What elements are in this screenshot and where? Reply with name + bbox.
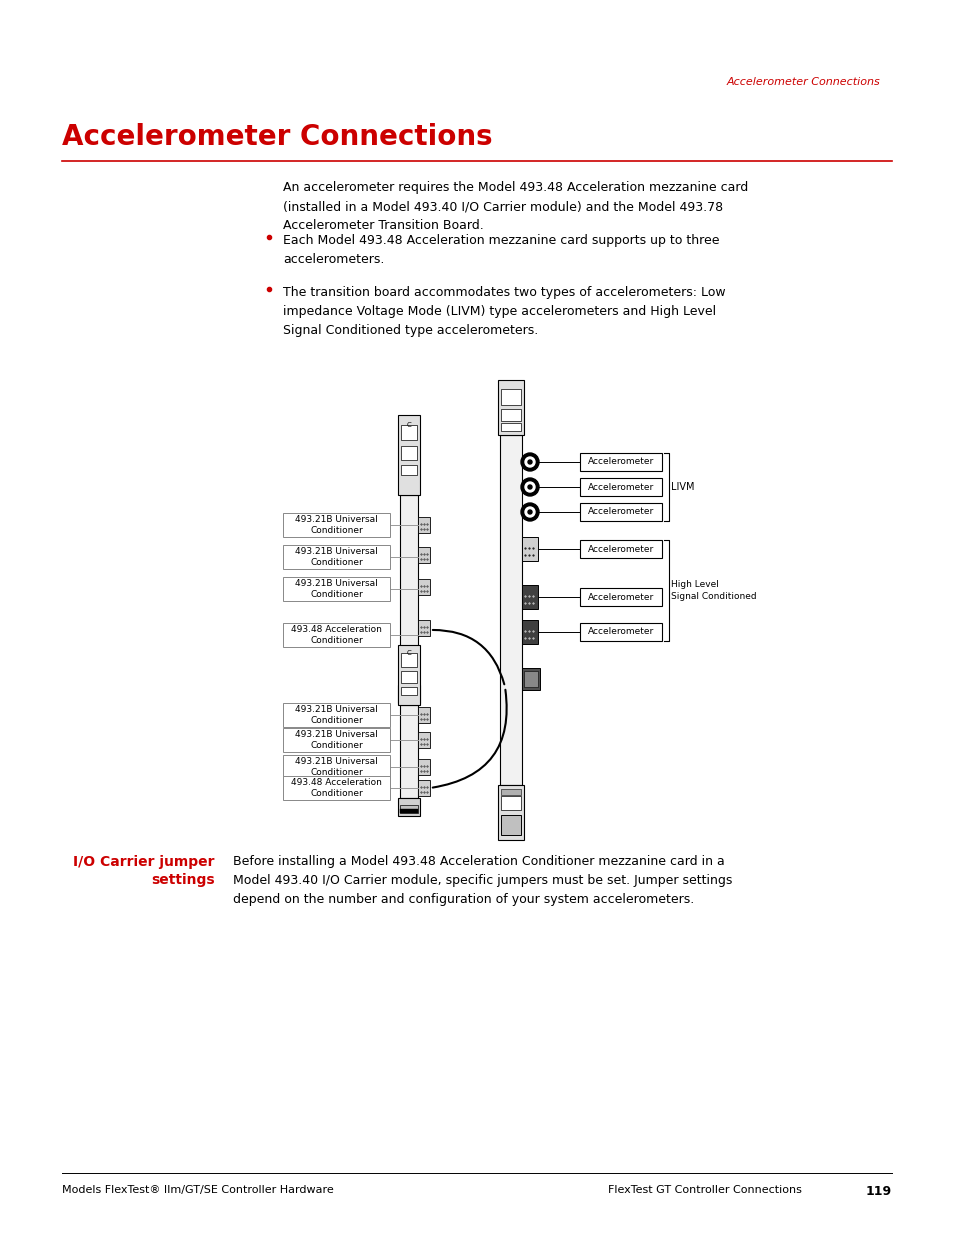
Text: Accelerometer Connections: Accelerometer Connections xyxy=(725,77,879,86)
Text: C: C xyxy=(406,650,411,656)
Circle shape xyxy=(527,485,532,489)
Text: Before installing a Model 493.48 Acceleration Conditioner mezzanine card in a
Mo: Before installing a Model 493.48 Acceler… xyxy=(233,855,732,906)
Bar xyxy=(399,809,417,813)
Bar xyxy=(283,727,390,752)
Bar xyxy=(523,671,537,687)
Bar xyxy=(579,622,661,641)
Bar xyxy=(497,785,523,840)
Bar xyxy=(399,495,417,685)
Text: Accelerometer: Accelerometer xyxy=(587,508,654,516)
Bar xyxy=(283,776,390,800)
Text: Each Model 493.48 Acceleration mezzanine card supports up to three
accelerometer: Each Model 493.48 Acceleration mezzanine… xyxy=(283,233,719,266)
Circle shape xyxy=(527,459,532,464)
Text: 493.48 Acceleration
Conditioner: 493.48 Acceleration Conditioner xyxy=(291,625,381,645)
Bar xyxy=(417,760,430,776)
Bar xyxy=(397,645,419,705)
Bar xyxy=(521,585,537,609)
Bar xyxy=(400,466,416,475)
Circle shape xyxy=(524,482,535,492)
Bar xyxy=(399,692,417,700)
Text: An accelerometer requires the Model 493.48 Acceleration mezzanine card
(installe: An accelerometer requires the Model 493.… xyxy=(283,182,747,232)
Circle shape xyxy=(524,457,535,467)
Bar xyxy=(417,547,430,563)
Text: Accelerometer: Accelerometer xyxy=(587,593,654,601)
Bar xyxy=(417,517,430,534)
Bar xyxy=(283,577,390,601)
Text: Accelerometer: Accelerometer xyxy=(587,483,654,492)
Text: LIVM: LIVM xyxy=(670,482,694,492)
Text: 493.21B Universal
Conditioner: 493.21B Universal Conditioner xyxy=(294,757,377,777)
Bar xyxy=(500,424,520,431)
Bar xyxy=(417,579,430,595)
Bar xyxy=(417,620,430,636)
Bar xyxy=(283,703,390,727)
Circle shape xyxy=(520,478,538,496)
Bar xyxy=(399,705,417,798)
Bar xyxy=(400,687,416,695)
Bar xyxy=(399,805,417,813)
Text: Models FlexTest® IIm/GT/SE Controller Hardware: Models FlexTest® IIm/GT/SE Controller Ha… xyxy=(62,1186,334,1195)
Text: 493.21B Universal
Conditioner: 493.21B Universal Conditioner xyxy=(294,705,377,725)
Text: Accelerometer Connections: Accelerometer Connections xyxy=(62,124,492,151)
Bar xyxy=(400,425,416,440)
Bar xyxy=(500,409,520,421)
Bar xyxy=(497,380,523,435)
Text: 493.21B Universal
Conditioner: 493.21B Universal Conditioner xyxy=(294,515,377,535)
Text: The transition board accommodates two types of accelerometers: Low
impedance Vol: The transition board accommodates two ty… xyxy=(283,287,725,337)
Text: 493.21B Universal
Conditioner: 493.21B Universal Conditioner xyxy=(294,547,377,567)
Text: 493.21B Universal
Conditioner: 493.21B Universal Conditioner xyxy=(294,730,377,750)
Bar xyxy=(400,653,416,667)
Circle shape xyxy=(520,453,538,471)
Bar xyxy=(417,706,430,722)
Bar xyxy=(397,798,419,816)
Bar xyxy=(521,620,537,643)
Bar xyxy=(283,545,390,569)
Bar xyxy=(283,755,390,779)
Bar xyxy=(417,732,430,748)
Bar xyxy=(397,415,419,495)
Bar xyxy=(500,789,520,795)
Circle shape xyxy=(524,508,535,517)
Circle shape xyxy=(520,503,538,521)
Bar xyxy=(283,622,390,647)
Bar xyxy=(399,697,417,701)
Bar xyxy=(417,781,430,797)
Bar xyxy=(499,435,521,785)
Text: High Level
Signal Conditioned: High Level Signal Conditioned xyxy=(670,580,756,600)
Bar xyxy=(500,389,520,405)
Circle shape xyxy=(527,510,532,514)
Text: I/O Carrier jumper
settings: I/O Carrier jumper settings xyxy=(73,855,214,888)
Bar xyxy=(400,671,416,683)
Text: C: C xyxy=(406,422,411,429)
Bar xyxy=(579,588,661,606)
Text: 493.21B Universal
Conditioner: 493.21B Universal Conditioner xyxy=(294,579,377,599)
Bar xyxy=(400,446,416,459)
Text: Accelerometer: Accelerometer xyxy=(587,545,654,553)
Text: 493.48 Acceleration
Conditioner: 493.48 Acceleration Conditioner xyxy=(291,778,381,798)
Bar xyxy=(521,537,537,561)
Bar xyxy=(397,685,419,703)
Text: FlexTest GT Controller Connections: FlexTest GT Controller Connections xyxy=(607,1186,801,1195)
Text: 119: 119 xyxy=(865,1186,891,1198)
Bar xyxy=(579,540,661,558)
Bar xyxy=(500,815,520,835)
Bar xyxy=(521,668,539,690)
Text: Accelerometer: Accelerometer xyxy=(587,627,654,636)
Bar xyxy=(579,503,661,521)
Bar xyxy=(283,513,390,537)
Bar xyxy=(579,478,661,496)
Text: Accelerometer: Accelerometer xyxy=(587,457,654,467)
Bar xyxy=(579,453,661,471)
Bar xyxy=(500,797,520,810)
